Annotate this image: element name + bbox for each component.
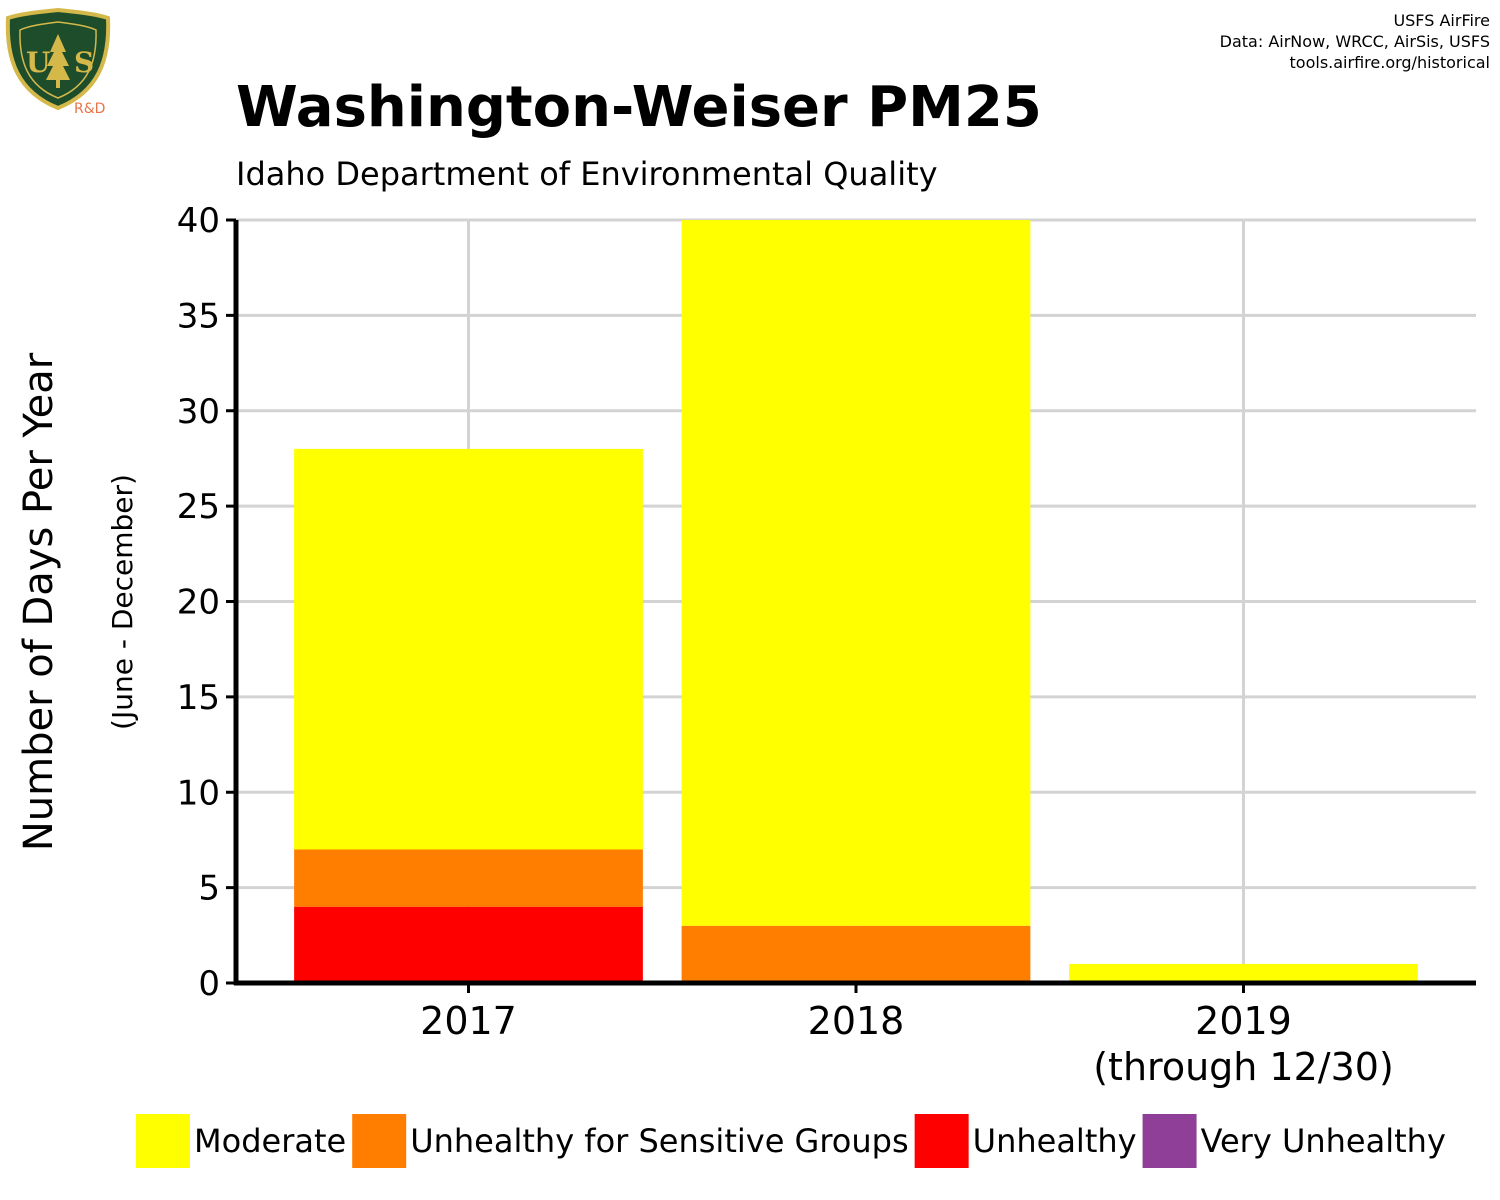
bar-segment [681,925,1031,983]
legend-label: Moderate [194,1122,346,1160]
svg-text:U: U [26,46,50,79]
legend-swatch [352,1114,407,1168]
bar-segment [1069,963,1418,983]
legend-swatch [1142,1114,1197,1168]
credit-line: USFS AirFire [1393,11,1490,30]
bars [294,220,1418,983]
y-tick-label: 20 [177,583,220,623]
x-tick-label: 2018 [808,999,905,1043]
legend-swatch [136,1114,190,1168]
bar-segment [294,906,643,983]
x-tick-sublabel: (through 12/30) [1093,1045,1394,1089]
legend: Moderate Unhealthy for Sensitive Groups Un… [136,1114,1446,1168]
chart-subtitle: Idaho Department of Environmental Qualit… [236,155,938,193]
x-tick-label: 2019 [1195,999,1292,1043]
legend-swatch [914,1114,969,1168]
y-tick-label: 40 [177,201,220,241]
rd-tag: R&D [74,101,105,117]
y-tick-label: 5 [198,869,220,909]
y-tick-label: 10 [177,773,220,813]
y-tick-label: 15 [177,678,220,718]
usfs-logo: U S R&D [5,7,111,117]
y-tick-label: 25 [177,487,220,527]
bar-segment [294,448,643,850]
y-tick-label: 0 [198,964,220,1004]
credit-line: tools.airfire.org/historical [1289,53,1490,72]
legend-label: Unhealthy for Sensitive Groups [410,1122,908,1160]
credit-block: USFS AirFire Data: AirNow, WRCC, AirSis,… [1220,10,1490,73]
axes: 0 5 10 15 20 25 30 35 40 2017 2018 2019(through 12/… [177,201,1476,1089]
bar-segment [681,220,1031,926]
legend-label: Unhealthy [973,1122,1137,1160]
svg-text:S: S [74,46,94,79]
x-tick-label: 2017 [420,999,517,1043]
credit-line: Data: AirNow, WRCC, AirSis, USFS [1219,32,1490,51]
bar-segment [294,849,643,907]
y-axis-label: Number of Days Per Year [16,352,62,851]
y-axis-sublabel: (June - December) [106,474,139,730]
chart-title: Washington-Weiser PM25 [236,75,1042,140]
legend-label: Very Unhealthy [1201,1122,1446,1160]
y-tick-label: 35 [177,296,220,336]
y-tick-label: 30 [177,392,220,432]
